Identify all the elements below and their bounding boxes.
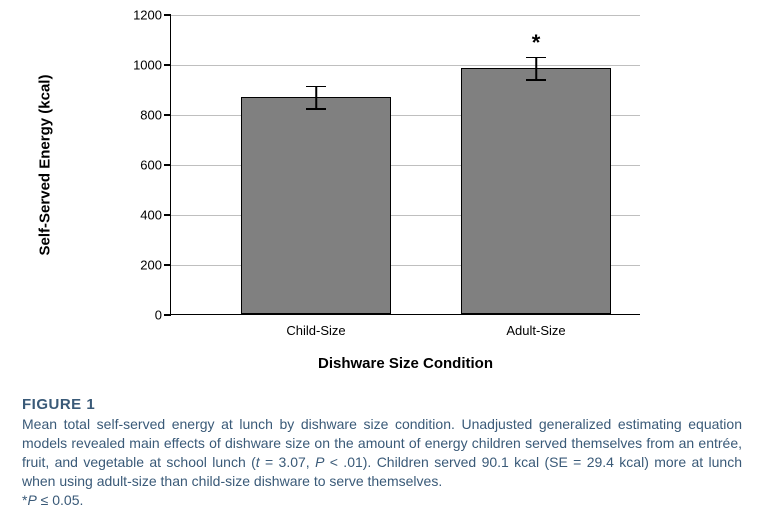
- gridline: [171, 15, 640, 16]
- error-cap: [526, 57, 546, 59]
- y-tick-label: 400: [102, 208, 162, 223]
- y-tick: [164, 14, 171, 16]
- error-cap: [306, 108, 326, 110]
- y-tick-label: 0: [102, 308, 162, 323]
- figure-caption: FIGURE 1 Mean total self-served energy a…: [22, 396, 742, 509]
- y-tick: [164, 314, 171, 316]
- y-tick-label: 600: [102, 158, 162, 173]
- figure-label: FIGURE 1: [22, 396, 742, 413]
- x-tick-label: Child-Size: [286, 323, 345, 338]
- y-tick-label: 1200: [102, 8, 162, 23]
- y-tick-label: 1000: [102, 58, 162, 73]
- y-tick: [164, 64, 171, 66]
- y-tick: [164, 164, 171, 166]
- x-axis-label: Dishware Size Condition: [318, 355, 493, 372]
- sig-p: P: [27, 492, 36, 508]
- t-val: = 3.07,: [260, 454, 315, 470]
- error-stem: [535, 58, 537, 81]
- y-tick: [164, 214, 171, 216]
- bar: [241, 97, 391, 315]
- error-cap: [526, 79, 546, 81]
- plot-area: 020040060080010001200Child-SizeAdult-Siz…: [170, 15, 640, 315]
- y-tick: [164, 264, 171, 266]
- y-axis-label: Self-Served Energy (kcal): [37, 75, 54, 256]
- error-stem: [315, 86, 317, 109]
- significance-marker: *: [532, 30, 541, 56]
- sig-rest: ≤ 0.05.: [37, 492, 84, 508]
- y-tick-label: 800: [102, 108, 162, 123]
- x-tick-label: Adult-Size: [506, 323, 565, 338]
- error-cap: [306, 86, 326, 88]
- bar: [461, 68, 611, 314]
- gridline: [171, 65, 640, 66]
- p-stat: P: [315, 454, 324, 470]
- y-tick-label: 200: [102, 258, 162, 273]
- chart-container: 0 200 400 600 800 1000 1200 Child-Size Adult-Siz…: [0, 0, 764, 390]
- y-tick: [164, 114, 171, 116]
- figure-body: Mean total self-served energy at lunch b…: [22, 415, 742, 509]
